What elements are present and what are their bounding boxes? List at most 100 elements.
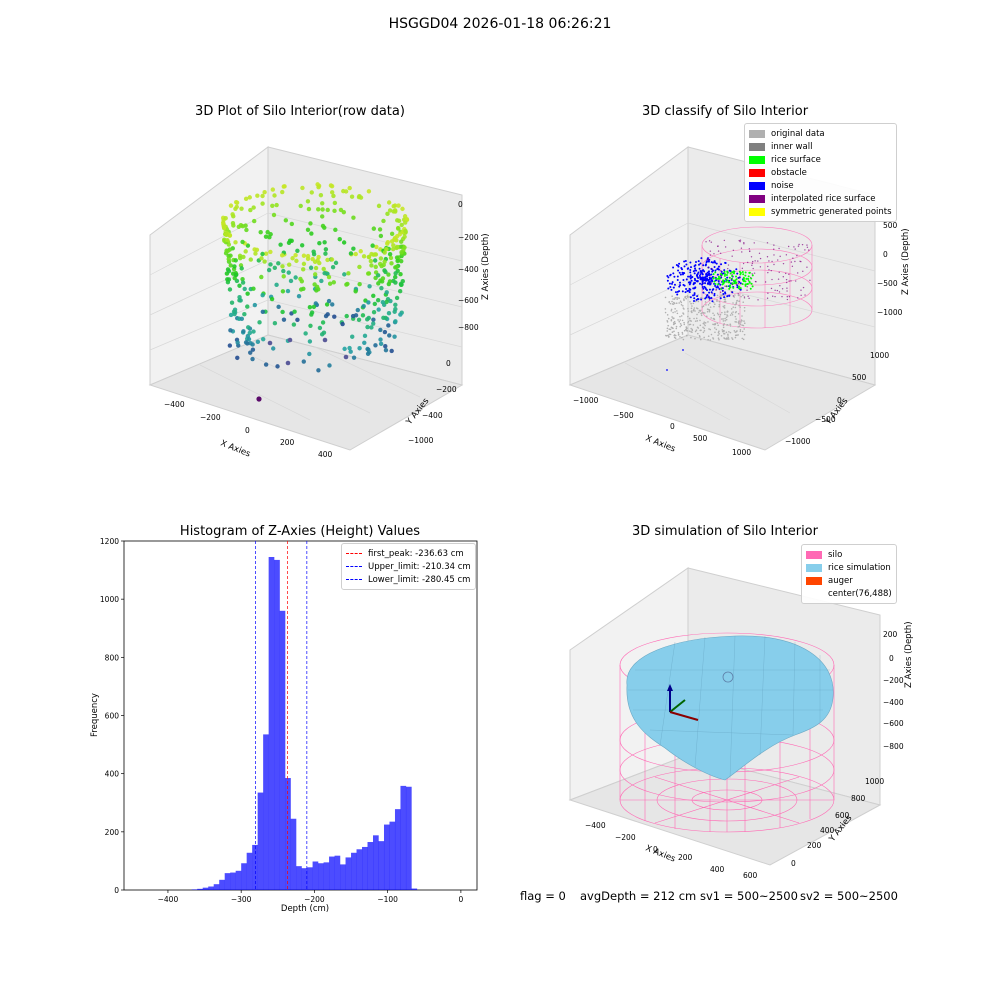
- histogram-y-tick: 400: [105, 770, 120, 779]
- histogram-y-tick: 1000: [100, 595, 119, 604]
- legend-item: first_peak: -236.63 cm: [346, 547, 471, 560]
- legend-swatch: [346, 566, 362, 567]
- histogram-bar: [285, 778, 291, 890]
- status-sv1: sv1 = 500~2500: [700, 889, 798, 903]
- simulation-x-label: X Axies: [644, 844, 677, 865]
- histogram-bar: [351, 852, 357, 890]
- histogram-bar: [411, 888, 418, 890]
- status-avg-depth: avgDepth = 212 cm: [580, 889, 697, 903]
- raw-y-tick: 0: [446, 359, 451, 368]
- classify-x-tick: −500: [613, 411, 634, 420]
- classify-y-tick: 1000: [870, 351, 889, 360]
- simulation-x-tick: 0: [653, 845, 658, 854]
- histogram-bar: [274, 559, 280, 890]
- histogram-y-label: Frequency: [90, 693, 100, 737]
- legend-label: obstacle: [771, 167, 807, 178]
- histogram-bar: [224, 873, 231, 890]
- histogram-y-tick: 200: [105, 828, 120, 837]
- legend-label: rice simulation: [828, 562, 891, 573]
- histogram-bar: [307, 867, 313, 890]
- legend-label: Upper_limit: -210.34 cm: [368, 561, 471, 572]
- legend-item: Lower_limit: -280.45 cm: [346, 573, 471, 586]
- simulation-z-tick: 0: [889, 654, 894, 663]
- histogram-bar: [318, 863, 324, 890]
- histogram-y-tick: 0: [114, 886, 119, 895]
- raw-x-tick: 200: [280, 438, 295, 447]
- histogram-bar: [197, 888, 203, 890]
- raw-z-tick: −200: [458, 233, 479, 242]
- histogram-x-tick: −100: [377, 895, 398, 904]
- raw-y-tick: −400: [422, 411, 443, 420]
- simulation-y-tick: 200: [807, 841, 822, 850]
- simulation-x-tick: −200: [615, 833, 636, 842]
- histogram-bar: [263, 734, 269, 890]
- legend-swatch: [749, 129, 765, 138]
- legend-label: Lower_limit: -280.45 cm: [368, 574, 471, 585]
- legend-swatch: [806, 563, 822, 572]
- classify-z-label: Z Axies (Depth): [901, 228, 911, 295]
- legend-item: rice simulation: [806, 561, 892, 574]
- simulation-z-tick: −200: [883, 676, 904, 685]
- simulation-y-tick: 600: [835, 811, 850, 820]
- raw-x-tick: 400: [318, 450, 333, 459]
- legend-item: original data: [749, 127, 892, 140]
- classify-plot-title: 3D classify of Silo Interior: [641, 104, 809, 119]
- histogram-bars: [191, 556, 418, 890]
- raw-x-tick: 0: [245, 426, 250, 435]
- raw-x-tick: −400: [164, 400, 185, 409]
- histogram-bar: [400, 785, 407, 890]
- histogram-x-tick: −300: [231, 895, 252, 904]
- histogram-bar: [235, 870, 242, 890]
- histogram-bar: [323, 862, 330, 890]
- legend-swatch: [749, 194, 765, 203]
- classify-point-cloud: [664, 239, 811, 371]
- histogram-bar: [405, 786, 412, 890]
- raw-z-tick: −600: [458, 296, 479, 305]
- histogram-x-tick: −200: [304, 895, 325, 904]
- simulation-x-tick: 200: [678, 853, 693, 862]
- legend-label: inner wall: [771, 141, 813, 152]
- raw-3d-plot: −400 −200 0 200 400 0 −200 −400 −1000 0 …: [148, 146, 491, 460]
- legend-swatch: [806, 550, 822, 559]
- histogram-bar: [257, 792, 264, 890]
- legend-label: center(76,488): [828, 588, 892, 599]
- classify-x-tick: 1000: [732, 448, 751, 457]
- histogram-bar: [252, 844, 258, 890]
- legend-swatch: [346, 553, 362, 554]
- histogram-bar: [213, 884, 220, 890]
- histogram-axes: [123, 540, 478, 891]
- histogram-x-tick: −400: [158, 895, 179, 904]
- legend-item: rice surface: [749, 153, 892, 166]
- simulation-y-tick: 0: [791, 859, 796, 868]
- classify-y-tick: −500: [815, 415, 836, 424]
- classify-z-tick: −1000: [877, 308, 903, 317]
- classify-y-tick: 500: [852, 373, 867, 382]
- raw-z-tick: −400: [458, 265, 479, 274]
- legend-label: auger: [828, 575, 853, 586]
- status-flag: flag = 0: [520, 889, 566, 903]
- legend-item: interpolated rice surface: [749, 192, 892, 205]
- raw-x-tick: −200: [200, 413, 221, 422]
- classify-y-tick: 0: [837, 396, 842, 405]
- histogram-bar: [241, 863, 247, 890]
- histogram-ticks: −400 −300 −200 −100 0 0 200 400 600 800 1000 1200: [100, 537, 464, 904]
- raw-point-cloud: [220, 182, 410, 402]
- legend-swatch: [749, 155, 765, 164]
- legend-label: first_peak: -236.63 cm: [368, 548, 464, 559]
- simulation-x-tick: 600: [743, 871, 758, 880]
- histogram-bar: [394, 809, 401, 890]
- simulation-3d-plot: −400 −200 0 200 400 600 0 200 400 600 80…: [568, 567, 914, 880]
- simulation-z-tick: −400: [883, 698, 904, 707]
- simulation-y-tick: 400: [820, 826, 835, 835]
- classify-z-tick: −500: [877, 279, 898, 288]
- histogram-y-tick: 800: [105, 653, 120, 662]
- legend-label: rice surface: [771, 154, 821, 165]
- legend-label: interpolated rice surface: [771, 193, 876, 204]
- histogram-legend: first_peak: -236.63 cm Upper_limit: -210…: [341, 543, 476, 590]
- classify-y-tick: −1000: [785, 437, 811, 446]
- legend-swatch: [346, 579, 362, 580]
- histogram-bar: [362, 846, 368, 890]
- legend-item: inner wall: [749, 140, 892, 153]
- legend-swatch: [749, 142, 765, 151]
- auger-axes-glyph: [667, 684, 699, 721]
